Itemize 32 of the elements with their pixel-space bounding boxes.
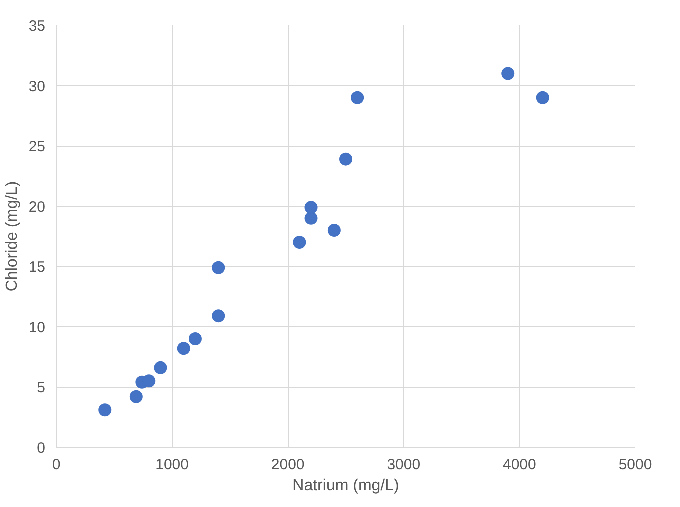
x-tick-label: 0: [52, 456, 61, 474]
point: [536, 91, 550, 104]
point: [304, 212, 318, 225]
point: [154, 361, 168, 374]
y-tick-label: 10: [28, 319, 46, 336]
y-tick-label: 5: [37, 380, 46, 397]
y-tick-label: 30: [28, 78, 46, 96]
point: [328, 224, 341, 237]
point: [98, 404, 112, 417]
point: [340, 152, 352, 166]
point: [212, 310, 226, 323]
y-tick-label: 0: [37, 440, 46, 457]
point: [142, 374, 156, 388]
x-tick-label: 4000: [503, 456, 536, 474]
y-tick-label: 20: [28, 198, 46, 216]
point: [188, 332, 202, 346]
y-tick-label: 25: [28, 138, 46, 156]
x-tick-label: 5000: [618, 456, 652, 474]
point: [177, 342, 190, 356]
y-tick-label: 15: [28, 259, 46, 276]
point: [293, 236, 306, 250]
point: [351, 91, 364, 104]
x-tick-label: 2000: [271, 456, 305, 474]
y-tick-label: 35: [28, 18, 46, 35]
x-axis-title: Natrium (mg/L): [292, 478, 400, 494]
point: [212, 261, 226, 274]
point: [130, 390, 143, 404]
y-axis-title: Chloride (mg/L): [4, 181, 21, 292]
point: [502, 67, 515, 80]
x-tick-label: 1000: [156, 456, 189, 474]
point: [304, 201, 318, 214]
x-tick-label: 3000: [387, 456, 421, 474]
